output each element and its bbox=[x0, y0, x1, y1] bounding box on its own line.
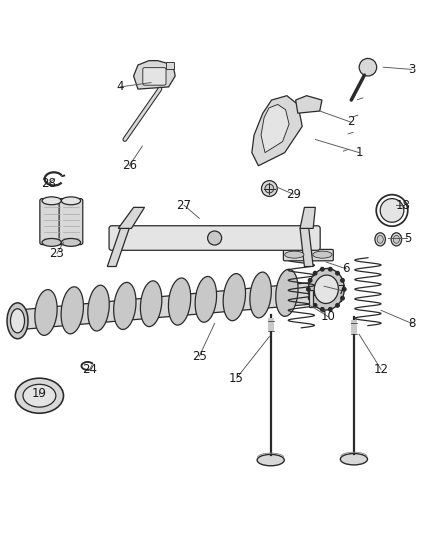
Circle shape bbox=[208, 231, 222, 245]
Circle shape bbox=[336, 271, 339, 275]
Text: 4: 4 bbox=[117, 80, 124, 93]
Text: 27: 27 bbox=[177, 199, 191, 212]
Ellipse shape bbox=[169, 278, 191, 325]
Ellipse shape bbox=[88, 285, 109, 331]
Ellipse shape bbox=[223, 273, 245, 321]
Circle shape bbox=[343, 287, 346, 291]
Ellipse shape bbox=[313, 251, 332, 258]
Text: 25: 25 bbox=[192, 350, 207, 363]
Ellipse shape bbox=[195, 277, 216, 322]
Polygon shape bbox=[300, 207, 315, 229]
Ellipse shape bbox=[276, 269, 298, 316]
Ellipse shape bbox=[391, 233, 402, 246]
Ellipse shape bbox=[393, 236, 399, 243]
Bar bbox=[351, 320, 357, 334]
Text: 8: 8 bbox=[408, 317, 415, 330]
FancyBboxPatch shape bbox=[143, 68, 166, 85]
Ellipse shape bbox=[250, 272, 271, 318]
Polygon shape bbox=[166, 61, 174, 69]
Circle shape bbox=[308, 296, 312, 300]
Polygon shape bbox=[134, 61, 175, 89]
Ellipse shape bbox=[61, 238, 81, 246]
Ellipse shape bbox=[308, 269, 344, 310]
Circle shape bbox=[336, 304, 339, 307]
Text: 29: 29 bbox=[286, 188, 301, 201]
Text: 19: 19 bbox=[32, 387, 47, 400]
Ellipse shape bbox=[375, 233, 385, 246]
Text: 7: 7 bbox=[338, 284, 346, 297]
Text: 18: 18 bbox=[396, 199, 410, 212]
Bar bbox=[268, 318, 274, 332]
Ellipse shape bbox=[141, 281, 162, 327]
Ellipse shape bbox=[23, 384, 56, 407]
Ellipse shape bbox=[35, 289, 57, 335]
Text: 26: 26 bbox=[122, 159, 137, 172]
Ellipse shape bbox=[7, 303, 28, 339]
Circle shape bbox=[321, 268, 324, 271]
Polygon shape bbox=[107, 229, 129, 266]
Polygon shape bbox=[300, 229, 313, 266]
Ellipse shape bbox=[380, 199, 404, 222]
Text: 10: 10 bbox=[321, 310, 336, 324]
FancyBboxPatch shape bbox=[109, 226, 320, 251]
Text: 28: 28 bbox=[41, 177, 56, 190]
FancyBboxPatch shape bbox=[311, 249, 333, 261]
Ellipse shape bbox=[61, 287, 83, 334]
Ellipse shape bbox=[314, 275, 339, 303]
Polygon shape bbox=[252, 96, 302, 166]
Circle shape bbox=[308, 279, 312, 282]
Circle shape bbox=[359, 59, 377, 76]
Polygon shape bbox=[15, 280, 342, 330]
Bar bbox=[309, 290, 313, 307]
Circle shape bbox=[313, 304, 317, 307]
Text: 12: 12 bbox=[374, 363, 389, 376]
Circle shape bbox=[341, 296, 344, 300]
Text: 15: 15 bbox=[229, 372, 244, 385]
Text: 23: 23 bbox=[49, 247, 64, 260]
Text: 2: 2 bbox=[346, 116, 354, 128]
Polygon shape bbox=[118, 207, 145, 229]
Ellipse shape bbox=[11, 309, 25, 333]
Ellipse shape bbox=[42, 238, 61, 246]
Polygon shape bbox=[296, 96, 322, 113]
Ellipse shape bbox=[15, 378, 64, 413]
Text: 5: 5 bbox=[404, 231, 411, 245]
Text: 6: 6 bbox=[342, 262, 350, 275]
Ellipse shape bbox=[257, 455, 284, 466]
Text: 1: 1 bbox=[355, 146, 363, 159]
Text: 3: 3 bbox=[408, 63, 415, 76]
Text: 24: 24 bbox=[82, 363, 97, 376]
Polygon shape bbox=[261, 104, 289, 152]
Circle shape bbox=[328, 308, 332, 311]
Circle shape bbox=[261, 181, 277, 197]
FancyBboxPatch shape bbox=[283, 249, 305, 261]
Ellipse shape bbox=[114, 282, 136, 329]
Circle shape bbox=[307, 287, 310, 291]
Circle shape bbox=[313, 271, 317, 275]
Circle shape bbox=[341, 279, 344, 282]
Ellipse shape bbox=[61, 197, 81, 205]
Ellipse shape bbox=[42, 197, 61, 205]
Ellipse shape bbox=[285, 251, 304, 258]
Ellipse shape bbox=[340, 454, 367, 465]
FancyBboxPatch shape bbox=[59, 199, 83, 245]
FancyBboxPatch shape bbox=[40, 199, 64, 245]
Circle shape bbox=[265, 184, 274, 193]
Ellipse shape bbox=[377, 236, 383, 243]
Circle shape bbox=[321, 308, 324, 311]
Circle shape bbox=[328, 268, 332, 271]
